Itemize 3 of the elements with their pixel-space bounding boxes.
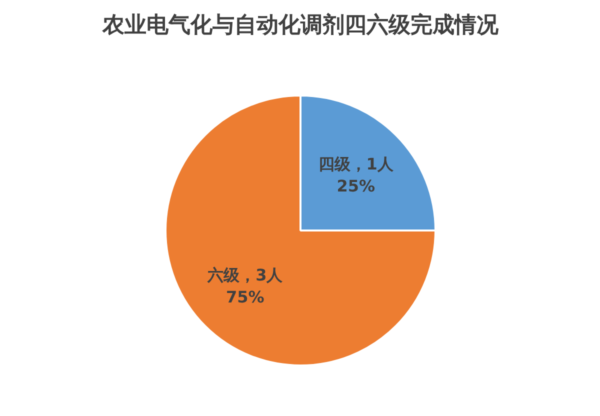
slice-label: 六级，3人 75% [206,265,284,306]
chart-title: 农业电气化与自动化调剂四六级完成情况 [102,12,500,38]
slice-label: 四级，1人 25% [318,154,394,196]
